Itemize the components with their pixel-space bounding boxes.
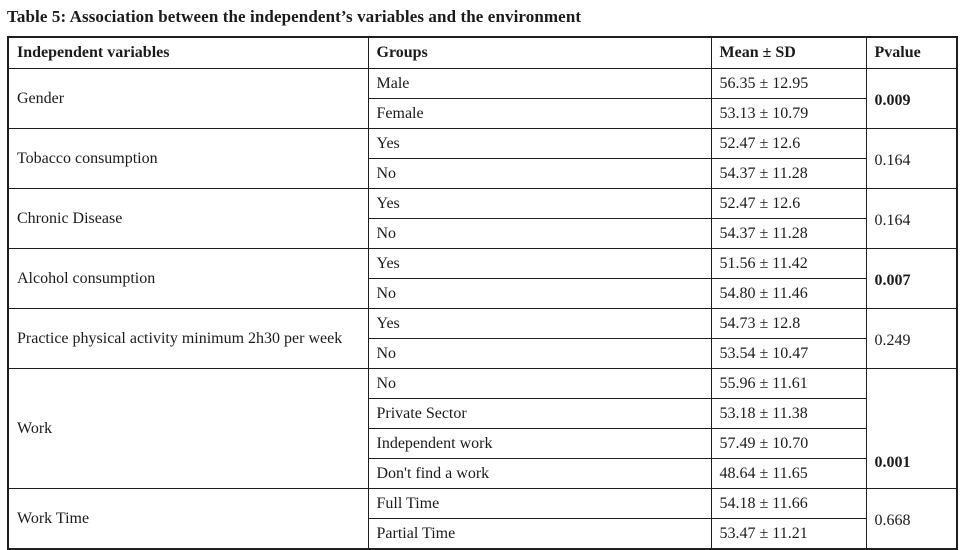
mean-sd-cell: 52.47 ± 12.6 bbox=[710, 188, 867, 219]
variable-cell: Alcohol consumption bbox=[7, 248, 369, 309]
pvalue: 0.249 bbox=[874, 332, 911, 349]
table-caption: Table 5: Association between the indepen… bbox=[7, 7, 582, 26]
pvalue: 0.009 bbox=[874, 92, 911, 109]
group-cell: No bbox=[367, 158, 712, 189]
table-row: Alcohol consumption Yes 51.56 ± 11.42 0.007 bbox=[7, 248, 958, 309]
group-cell: No bbox=[367, 368, 712, 399]
mean-sd-cell: 54.18 ± 11.66 bbox=[710, 488, 867, 519]
table-row: Practice physical activity minimum 2h30 … bbox=[7, 308, 958, 369]
table-row: Gender Male 56.35 ± 12.95 0.009 bbox=[7, 68, 958, 129]
variable-cell: Work Time bbox=[7, 488, 369, 550]
table-row: Female 53.13 ± 10.79 bbox=[8, 98, 957, 129]
table-row: No 54.80 ± 11.46 bbox=[8, 278, 957, 309]
pvalue-cell: 0.164 bbox=[865, 128, 958, 189]
group-cell: Yes bbox=[367, 248, 712, 279]
table-row: Private Sector 53.18 ± 11.38 bbox=[8, 398, 957, 429]
association-table: Independent variables Groups Mean ± SD P… bbox=[7, 36, 958, 550]
mean-sd-cell: 53.18 ± 11.38 bbox=[710, 398, 867, 429]
col-header-pvalue: Pvalue bbox=[865, 36, 958, 69]
pvalue: 0.668 bbox=[874, 512, 911, 529]
variable-cell: Practice physical activity minimum 2h30 … bbox=[7, 308, 369, 369]
mean-sd-cell: 53.54 ± 10.47 bbox=[710, 338, 867, 369]
pvalue-cell: 0.249 bbox=[865, 308, 958, 369]
mean-sd-cell: 56.35 ± 12.95 bbox=[710, 68, 867, 99]
pvalue-cell: 0.001 bbox=[865, 368, 958, 489]
table-row: Don't find a work 48.64 ± 11.65 bbox=[8, 458, 957, 489]
group-cell: Yes bbox=[367, 128, 712, 159]
group-cell: Don't find a work bbox=[367, 458, 712, 489]
mean-sd-cell: 52.47 ± 12.6 bbox=[710, 128, 867, 159]
group-cell: No bbox=[367, 278, 712, 309]
mean-sd-cell: 54.37 ± 11.28 bbox=[710, 218, 867, 249]
pvalue-cell: 0.164 bbox=[865, 188, 958, 249]
col-header-independent-variables: Independent variables bbox=[7, 36, 369, 69]
mean-sd-cell: 54.37 ± 11.28 bbox=[710, 158, 867, 189]
table-row: Independent work 57.49 ± 10.70 bbox=[8, 428, 957, 459]
pvalue: 0.164 bbox=[874, 212, 911, 229]
mean-sd-cell: 53.47 ± 11.21 bbox=[710, 518, 867, 550]
col-header-mean-sd: Mean ± SD bbox=[710, 36, 867, 69]
pvalue: 0.164 bbox=[874, 152, 911, 169]
group-cell: Private Sector bbox=[367, 398, 712, 429]
variable-cell: Tobacco consumption bbox=[7, 128, 369, 189]
mean-sd-cell: 48.64 ± 11.65 bbox=[710, 458, 867, 489]
mean-sd-cell: 57.49 ± 10.70 bbox=[710, 428, 867, 459]
table-row: Tobacco consumption Yes 52.47 ± 12.6 0.164 bbox=[7, 128, 958, 189]
mean-sd-cell: 55.96 ± 11.61 bbox=[710, 368, 867, 399]
table-row: Work Time Full Time 54.18 ± 11.66 0.668 bbox=[7, 488, 958, 550]
group-cell: Yes bbox=[367, 188, 712, 219]
header-row: Independent variables Groups Mean ± SD P… bbox=[7, 36, 958, 69]
table-row: Work No 55.96 ± 11.61 0.001 bbox=[7, 368, 958, 489]
pvalue-cell: 0.009 bbox=[865, 68, 958, 129]
group-cell: Yes bbox=[367, 308, 712, 339]
pvalue: 0.001 bbox=[874, 453, 911, 471]
group-cell: Male bbox=[367, 68, 712, 99]
pvalue-cell: 0.007 bbox=[865, 248, 958, 309]
group-cell: No bbox=[367, 338, 712, 369]
col-header-groups: Groups bbox=[367, 36, 712, 69]
mean-sd-cell: 54.80 ± 11.46 bbox=[710, 278, 867, 309]
table-row: Chronic Disease Yes 52.47 ± 12.6 0.164 bbox=[7, 188, 958, 249]
group-cell: Female bbox=[367, 98, 712, 129]
variable-cell: Work bbox=[7, 368, 369, 489]
mean-sd-cell: 51.56 ± 11.42 bbox=[710, 248, 867, 279]
group-cell: Independent work bbox=[367, 428, 712, 459]
variable-cell: Gender bbox=[7, 68, 369, 129]
variable-cell: Chronic Disease bbox=[7, 188, 369, 249]
group-cell: Full Time bbox=[367, 488, 712, 519]
group-cell: Partial Time bbox=[367, 518, 712, 550]
mean-sd-cell: 53.13 ± 10.79 bbox=[710, 98, 867, 129]
table-row: No 54.37 ± 11.28 bbox=[8, 218, 957, 249]
group-cell: No bbox=[367, 218, 712, 249]
pvalue: 0.007 bbox=[874, 272, 911, 289]
mean-sd-cell: 54.73 ± 12.8 bbox=[710, 308, 867, 339]
table-row: No 53.54 ± 10.47 bbox=[8, 338, 957, 369]
